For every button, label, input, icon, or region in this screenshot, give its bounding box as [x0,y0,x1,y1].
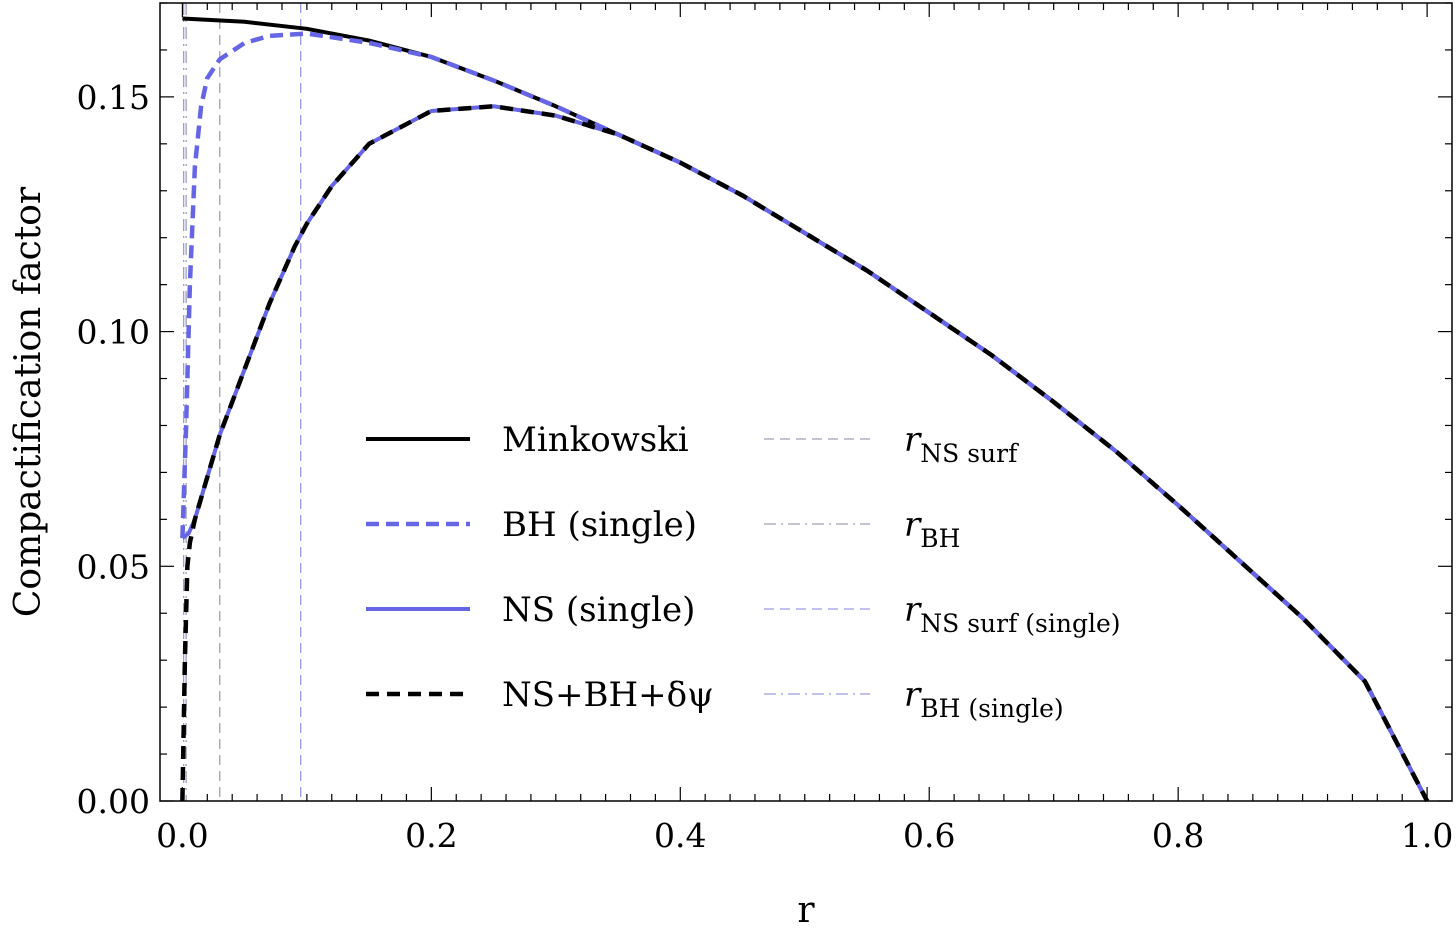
y-tick-label: 0.00 [77,782,150,821]
series-line-2 [180,31,1430,803]
x-tick-label: 1.0 [1401,816,1453,855]
legend-label-right: rBH (single) [904,675,1064,723]
plot-frame [159,2,1453,802]
x-tick-label: 0.0 [156,816,208,855]
tick-labels: 0.0 0.2 0.4 0.6 0.8 1.0 0.00 0.05 0.10 0.15 [77,78,1454,855]
x-tick-label: 0.4 [654,816,706,855]
plot-lines [180,3,1430,803]
x-tick-label: 0.2 [405,816,457,855]
series-line-3 [181,104,1429,802]
legend-label-left: BH (single) [502,505,697,545]
series-line-1 [182,16,1429,802]
y-tick-label: 0.10 [77,313,150,352]
legend: Minkowski BH (single) NS (single) NS+BH+δψ r… [366,420,1121,723]
y-tick-label: 0.15 [77,78,150,117]
x-axis-label: r [797,890,815,931]
axis-ticks [160,2,1452,802]
legend-label-right: rBH [904,505,960,553]
legend-label-right: rNS surf [904,420,1019,468]
x-tick-label: 0.8 [1152,816,1204,855]
x-tick-label: 0.6 [903,816,955,855]
y-tick-label: 0.05 [77,547,150,586]
y-axis-label: Compactification factor [8,186,49,617]
series-line-4 [180,104,1430,803]
legend-label-right: rNS surf (single) [904,590,1121,638]
legend-label-left: Minkowski [502,420,689,460]
legend-label-left: NS (single) [502,590,695,630]
legend-label-left: NS+BH+δψ [502,675,714,715]
